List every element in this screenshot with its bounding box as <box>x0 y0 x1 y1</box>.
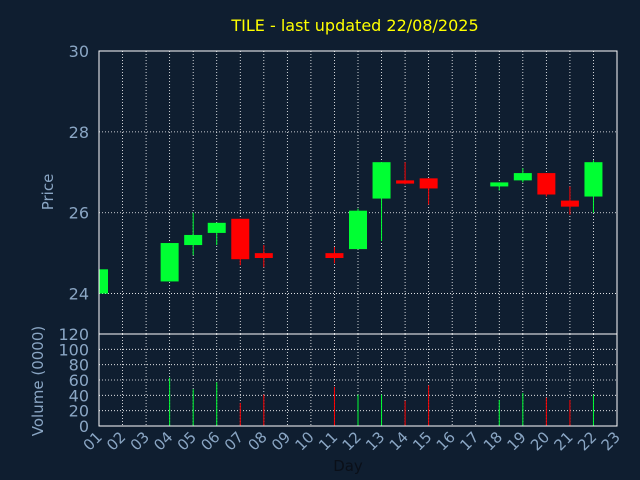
price-panel: 24 26 28 30 Price <box>39 42 618 335</box>
volume-axis-label: Volume (0000) <box>29 326 47 436</box>
x-axis-tick-labels: 0102030405060708091011121314151617181920… <box>80 428 624 454</box>
volume-y-tick-label: 60 <box>69 371 89 390</box>
candle-body <box>184 234 203 246</box>
price-axis-label: Price <box>39 174 57 211</box>
volume-y-tick-label: 20 <box>69 402 89 421</box>
volume-y-tick-label: 100 <box>58 340 89 359</box>
x-axis-label: Day <box>333 457 363 475</box>
x-tick-label: 21 <box>551 428 577 454</box>
candle-body <box>99 269 108 294</box>
volume-bars <box>98 377 594 426</box>
price-y-tick-label: 26 <box>69 204 89 223</box>
x-tick-label: 03 <box>127 428 153 454</box>
candle-body <box>254 253 273 258</box>
candle-body <box>560 200 579 207</box>
x-tick-label: 06 <box>197 428 223 454</box>
chart-title: TILE - last updated 22/08/2025 <box>230 16 478 35</box>
x-tick-label: 10 <box>292 428 318 454</box>
candle-body <box>513 173 532 181</box>
x-tick-label: 02 <box>103 428 129 454</box>
candle-body <box>537 173 556 195</box>
x-tick-label: 19 <box>503 428 529 454</box>
x-tick-label: 23 <box>598 428 624 454</box>
x-tick-label: 07 <box>221 428 247 454</box>
candle-body <box>490 182 509 187</box>
x-tick-label: 15 <box>409 428 435 454</box>
price-y-tick-labels: 24 26 28 30 <box>69 42 89 304</box>
volume-y-tick-label: 80 <box>69 356 89 375</box>
x-tick-label: 16 <box>433 428 459 454</box>
x-tick-label: 14 <box>386 428 412 454</box>
candle-body <box>349 210 367 250</box>
x-tick-label: 05 <box>174 428 200 454</box>
x-tick-label: 13 <box>362 428 388 454</box>
candle-body <box>231 218 250 260</box>
x-tick-label: 17 <box>456 428 482 454</box>
x-tick-label: 12 <box>339 428 365 454</box>
candle-body <box>372 162 391 199</box>
x-tick-label: 04 <box>150 428 176 454</box>
x-tick-label: 18 <box>480 428 506 454</box>
x-tick-label: 08 <box>244 428 270 454</box>
candle-body <box>419 178 438 189</box>
price-candles <box>98 160 603 294</box>
price-y-tick-label: 30 <box>69 42 89 61</box>
x-tick-label: 22 <box>574 428 600 454</box>
candle-body <box>396 180 415 184</box>
candle-body <box>325 253 344 258</box>
candle-body <box>584 162 603 197</box>
volume-y-tick-label: 40 <box>69 386 89 405</box>
candle-body <box>207 222 226 233</box>
price-y-tick-label: 24 <box>69 285 89 304</box>
volume-y-tick-label: 120 <box>58 325 89 344</box>
x-tick-label: 11 <box>315 428 341 454</box>
x-tick-label: 09 <box>268 428 294 454</box>
volume-y-tick-label: 0 <box>79 417 89 436</box>
volume-plot-frame <box>98 333 618 427</box>
x-tick-label: 20 <box>527 428 553 454</box>
price-y-tick-label: 28 <box>69 123 89 142</box>
candle-body <box>160 243 179 282</box>
